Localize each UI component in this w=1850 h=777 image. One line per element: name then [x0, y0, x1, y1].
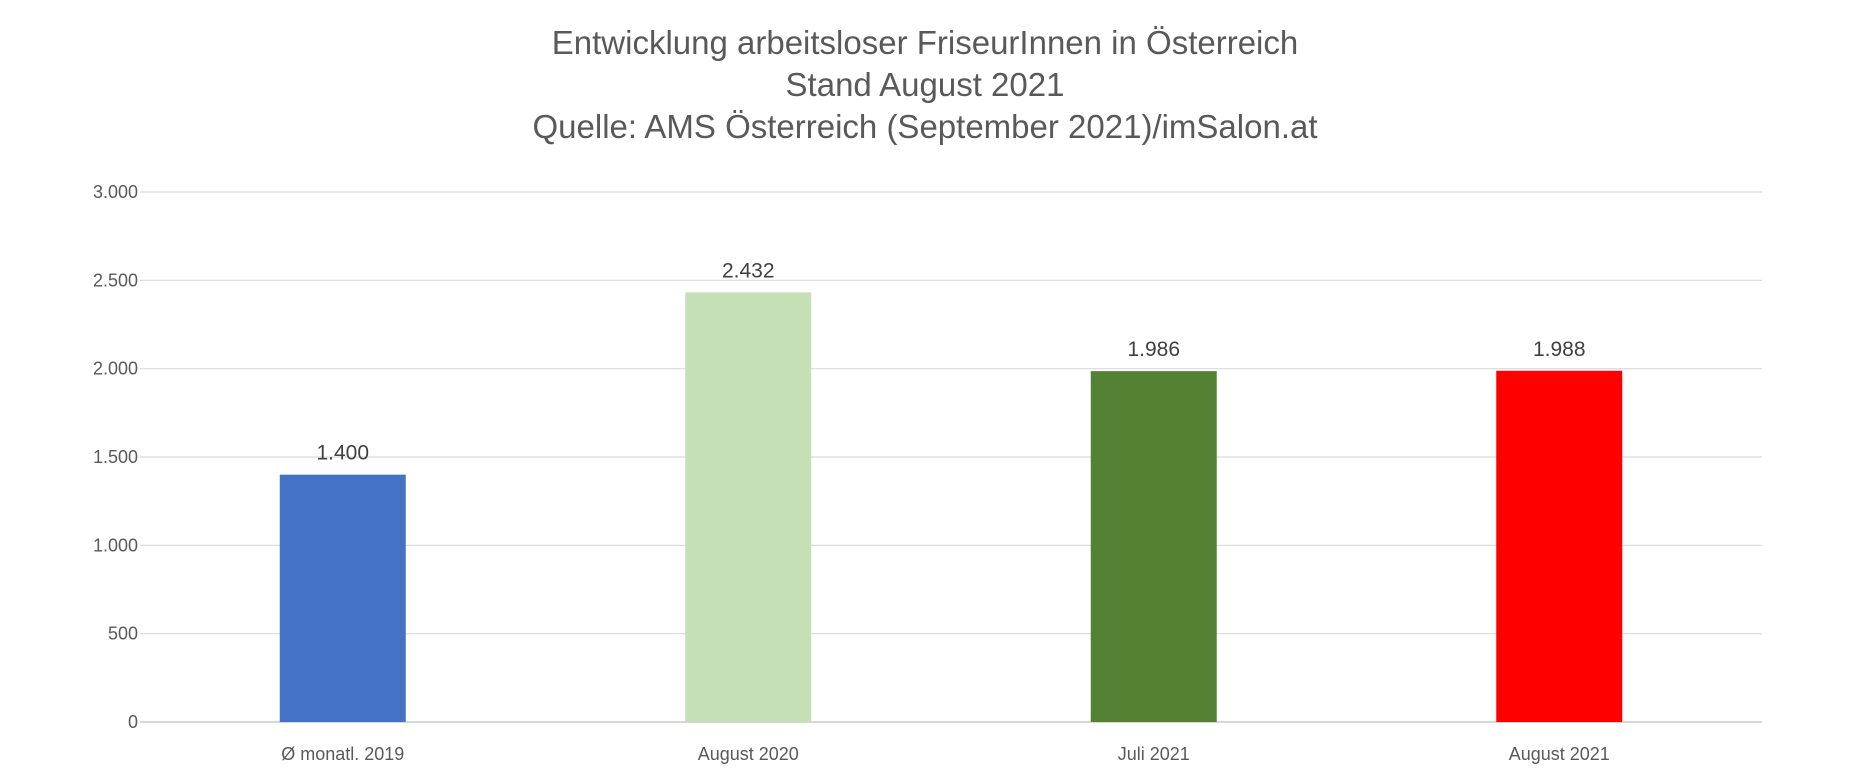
- y-tick-label: 3.000: [93, 182, 138, 202]
- y-tick-label: 1.500: [93, 447, 138, 467]
- chart-title: Entwicklung arbeitsloser FriseurInnen in…: [0, 22, 1850, 148]
- x-tick-label: Juli 2021: [1118, 744, 1190, 764]
- data-label: 1.400: [316, 442, 369, 465]
- bar: [1496, 370, 1623, 722]
- chart-title-line-1: Entwicklung arbeitsloser FriseurInnen in…: [551, 24, 1299, 61]
- x-tick-label: August 2020: [698, 744, 799, 764]
- chart-title-line-3: Quelle: AMS Österreich (September 2021)/…: [532, 108, 1318, 145]
- chart-title-line-2: Stand August 2021: [785, 66, 1065, 103]
- y-tick-label: 2.500: [93, 270, 138, 290]
- data-label: 1.988: [1533, 338, 1586, 361]
- bar: [685, 292, 812, 722]
- data-label: 1.986: [1127, 338, 1180, 361]
- x-tick-label: Ø monatl. 2019: [281, 744, 404, 764]
- x-tick-label: August 2021: [1509, 744, 1610, 764]
- y-tick-label: 2.000: [93, 359, 138, 379]
- y-tick-label: 0: [128, 712, 138, 732]
- y-tick-label: 1.000: [93, 535, 138, 555]
- bar: [279, 474, 406, 722]
- y-tick-label: 500: [108, 624, 138, 644]
- bar: [1090, 371, 1217, 722]
- data-label: 2.432: [722, 259, 775, 282]
